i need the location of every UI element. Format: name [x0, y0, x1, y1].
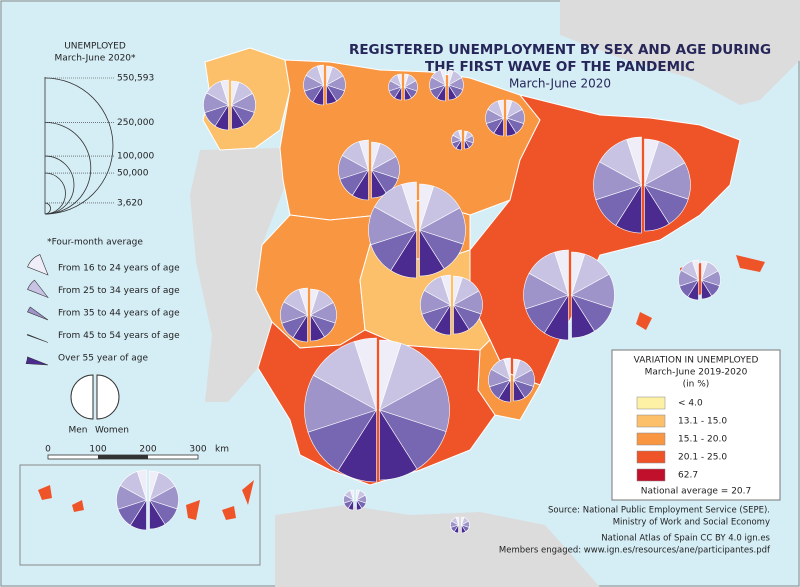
pie-sector	[130, 498, 147, 531]
size-circle	[44, 172, 66, 215]
age-swatch	[26, 334, 49, 343]
title: THE FIRST WAVE OF THE PANDEMIC	[425, 59, 695, 75]
class-swatch	[636, 414, 666, 428]
portugal	[190, 148, 288, 402]
pie-sector	[571, 293, 595, 339]
pie-sector	[453, 523, 459, 534]
source: Source: National Public Employment Servi…	[548, 506, 770, 516]
pie-sector	[404, 85, 412, 101]
variation-legend-title: (in %)	[683, 380, 710, 390]
pie-sector	[394, 85, 402, 101]
class-label: < 4.0	[678, 399, 703, 409]
pie-sector	[378, 375, 450, 433]
age-swatch	[27, 279, 49, 299]
women-icon	[96, 374, 120, 420]
sex-legend-label: Women	[95, 426, 129, 436]
pie-sector	[701, 278, 713, 300]
age-swatch	[27, 254, 49, 276]
island	[38, 480, 254, 520]
pie-sector	[543, 293, 569, 341]
france	[560, 0, 800, 105]
size-legend-note: *Four-month average	[47, 238, 143, 248]
pie-sector	[326, 83, 338, 105]
size-label: 550,593	[117, 74, 154, 84]
men-icon	[70, 374, 94, 420]
class-label: 15.1 - 20.0	[678, 435, 727, 445]
source: Members engaged: www.ign.es/resources/an…	[499, 546, 771, 556]
variation-legend-title: VARIATION IN UNEMPLOYED	[634, 356, 759, 366]
class-label: 13.1 - 15.0	[678, 417, 727, 427]
pie-sector	[615, 183, 642, 234]
size-label: 250,000	[117, 118, 154, 128]
size-legend-title: UNEMPLOYED	[64, 42, 126, 52]
scale-bar	[98, 455, 148, 459]
age-label: Over 55 year of age	[58, 354, 149, 364]
scale-tick: 300	[189, 445, 206, 455]
source: Ministry of Work and Social Economy	[613, 518, 770, 528]
pie-sector	[687, 278, 699, 301]
pie-sector	[356, 498, 363, 511]
size-label: 50,000	[117, 169, 149, 179]
source: National Atlas of Spain CC BY 4.0 ign.es	[601, 534, 770, 544]
africa	[275, 505, 600, 587]
national-average: National average = 20.7	[641, 487, 752, 497]
size-label: 3,620	[117, 198, 143, 208]
scale-unit: km	[215, 445, 229, 455]
pie-sector	[493, 116, 504, 137]
class-label: 20.1 - 25.0	[678, 453, 727, 463]
sex-legend-label: Men	[68, 426, 87, 436]
class-swatch	[636, 468, 666, 482]
pie-sector	[419, 228, 445, 277]
pie-sector	[498, 378, 511, 403]
age-label: From 45 to 54 years of age	[58, 331, 180, 341]
island	[736, 255, 765, 272]
pie-sector	[352, 168, 369, 201]
pie-sector	[390, 228, 417, 279]
subtitle: March-June 2020	[509, 77, 611, 91]
age-label: From 35 to 44 years of age	[58, 309, 180, 319]
pie-sector	[644, 183, 670, 232]
class-label: 62.7	[678, 471, 698, 481]
age-swatch	[25, 356, 49, 366]
pie-sector	[337, 408, 377, 483]
size-circle	[44, 121, 92, 215]
size-circle	[44, 77, 114, 215]
size-circle	[44, 202, 51, 215]
pie-sector	[304, 374, 378, 433]
pie-sector	[434, 303, 451, 336]
size-label: 100,000	[117, 152, 154, 162]
pie-sector	[379, 408, 418, 481]
pie-sector	[448, 83, 457, 101]
island	[636, 312, 652, 330]
scale-tick: 200	[139, 445, 156, 455]
pie-sector	[214, 103, 229, 131]
pie-sector	[436, 83, 446, 102]
class-swatch	[636, 396, 666, 410]
pie-sector	[231, 103, 245, 130]
pie-sector	[455, 138, 462, 151]
variation-legend-title: March-June 2019-2020	[645, 368, 748, 378]
pie-sector	[149, 498, 166, 530]
age-label: From 16 to 24 years of age	[58, 264, 180, 274]
pie-sector	[513, 378, 526, 402]
age-label: From 25 to 34 years of age	[58, 286, 180, 296]
pie-sector	[347, 498, 354, 511]
age-swatch	[27, 306, 49, 321]
pie-sector	[453, 303, 470, 335]
scale-tick: 100	[89, 445, 106, 455]
scale-tick: 0	[45, 445, 51, 455]
pie-sector	[461, 523, 467, 534]
size-legend-title: March-June 2020*	[54, 54, 136, 64]
class-swatch	[636, 432, 666, 446]
pie-sector	[464, 138, 470, 150]
size-circle	[44, 155, 75, 215]
title: REGISTERED UNEMPLOYMENT BY SEX AND AGE D…	[349, 42, 771, 58]
class-swatch	[636, 450, 666, 464]
pie-sector	[506, 116, 517, 137]
pie-sector	[292, 313, 308, 343]
pie-sector	[310, 313, 325, 342]
pie-sector	[312, 83, 324, 106]
